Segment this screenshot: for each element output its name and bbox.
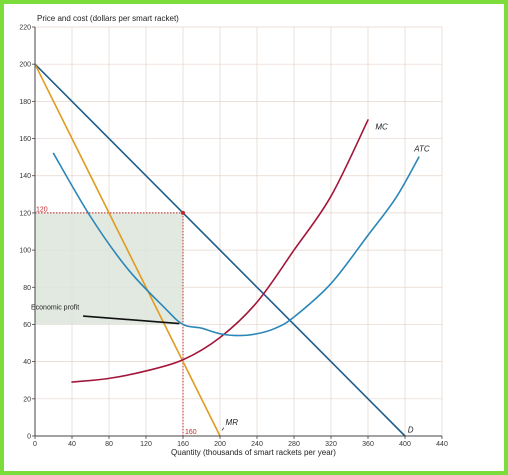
curve-label-atc: ATC [413,145,430,154]
demand-point-marker [181,210,185,215]
x-axis-title: Quantity (thousands of smart rackets per… [171,448,336,457]
axes-group: 0 40 80 120 160 200 240 280 320 360 400 440 0 20 40 60 8… [19,25,448,449]
x-tick-label: 0 [33,441,37,448]
y-tick-label: 20 [23,396,31,403]
x-tick-label: 360 [362,441,374,448]
curve-label-mr: MR [226,418,239,427]
y-tick-label: 160 [19,136,31,143]
economic-profit-label: Economic profit [31,305,79,312]
curves-group [34,63,420,437]
quantity-guide-label: 160 [185,429,197,436]
curve-mc [71,119,369,383]
mr-label-leader [221,427,224,431]
y-tick-label: 0 [27,434,31,441]
x-tick-label: 160 [177,441,189,448]
y-tick-label: 60 [23,322,31,329]
price-guide-label: 120 [36,206,48,213]
x-tick-label: 240 [251,441,263,448]
curve-atc [52,152,420,337]
x-tick-label: 80 [105,441,113,448]
economic-profit-leader-line [83,315,180,325]
labels-group: Price and cost (dollars per smart racket… [31,14,430,457]
x-tick-label: 40 [68,441,76,448]
x-tick-label: 120 [140,441,152,448]
y-tick-label: 220 [19,25,31,32]
y-tick-label: 200 [19,62,31,69]
y-tick-label: 140 [19,173,31,180]
curve-label-mc: MC [375,122,388,131]
x-tick-label: 320 [325,441,337,448]
y-tick-label: 120 [19,210,31,217]
curve-d [34,63,406,437]
chart-grid [35,26,443,436]
curve-mr [34,63,221,437]
y-tick-label: 180 [19,99,31,106]
y-tick-label: 80 [23,285,31,292]
x-tick-label: 440 [436,441,448,448]
economic-profit-area [35,212,183,325]
y-tick-label: 100 [19,248,31,255]
x-tick-label: 400 [399,441,411,448]
curve-label-d: D [408,425,414,434]
y-tick-label: 40 [23,359,31,366]
x-tick-label: 200 [214,441,226,448]
x-tick-label: 280 [288,441,300,448]
y-axis-title: Price and cost (dollars per smart racket… [37,14,179,23]
